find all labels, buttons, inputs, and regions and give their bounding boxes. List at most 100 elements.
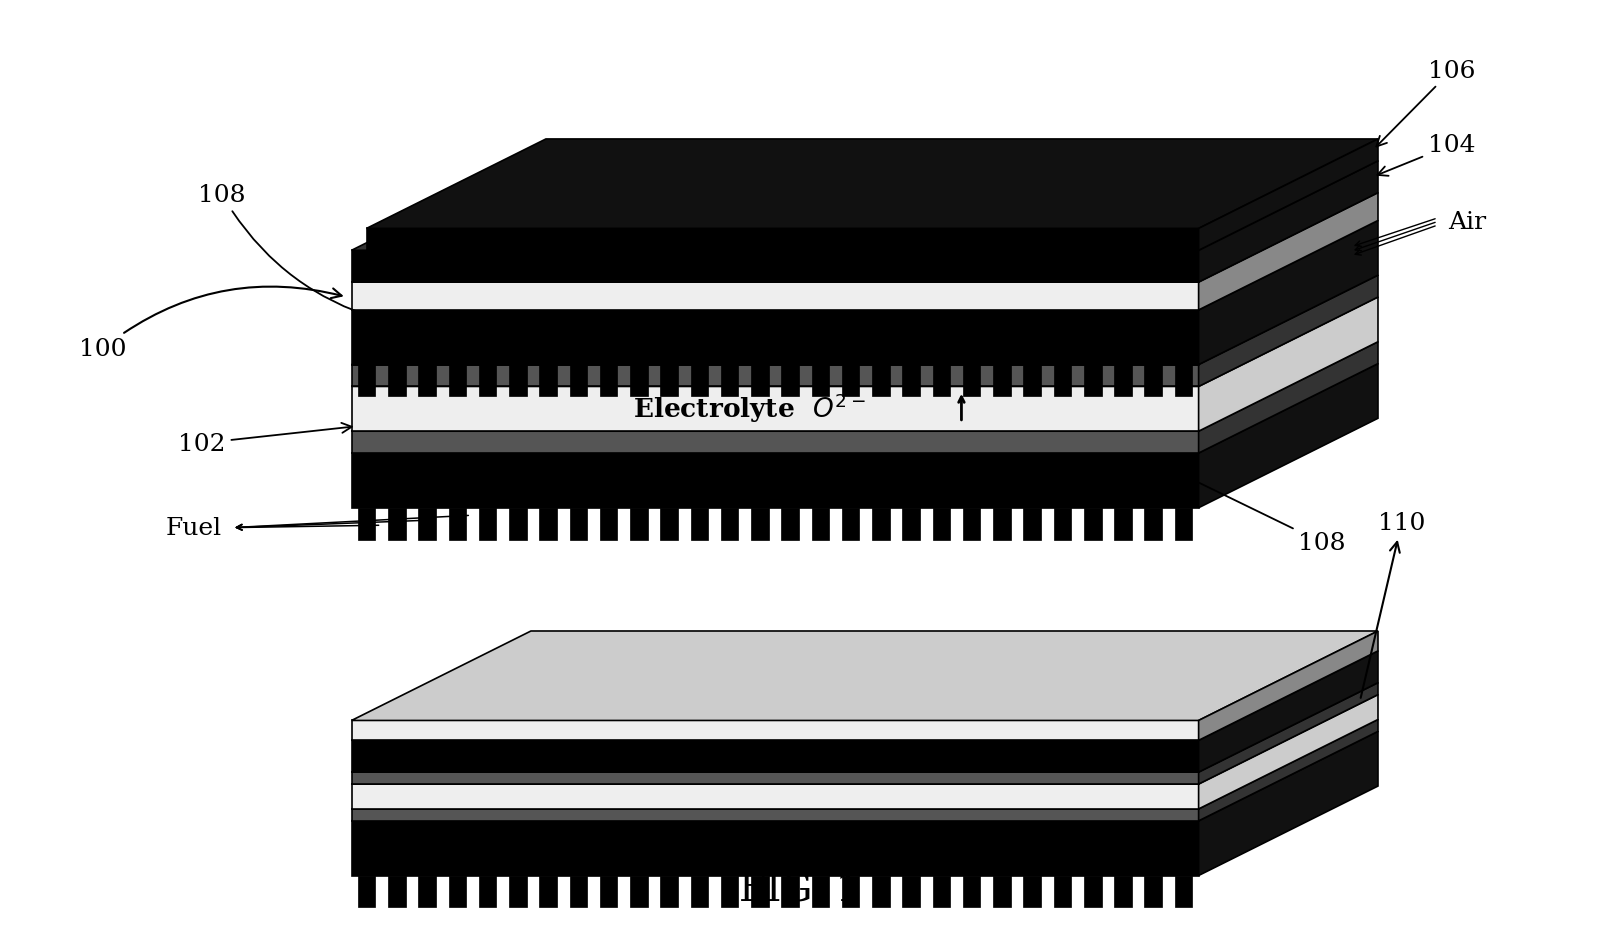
Polygon shape [448, 366, 466, 397]
Polygon shape [509, 876, 526, 908]
Polygon shape [1114, 509, 1131, 540]
Text: Air: Air [1448, 211, 1486, 234]
Polygon shape [600, 366, 618, 397]
Polygon shape [933, 509, 950, 540]
Polygon shape [358, 509, 376, 540]
Polygon shape [722, 366, 739, 397]
Polygon shape [352, 251, 1198, 283]
Polygon shape [811, 366, 829, 397]
Polygon shape [750, 509, 768, 540]
Polygon shape [539, 876, 557, 908]
Polygon shape [691, 509, 709, 540]
Polygon shape [1114, 366, 1131, 397]
Polygon shape [781, 509, 798, 540]
Polygon shape [933, 366, 950, 397]
Polygon shape [352, 721, 1198, 741]
Polygon shape [1114, 876, 1131, 908]
Polygon shape [352, 432, 1198, 454]
Polygon shape [781, 366, 798, 397]
Polygon shape [352, 366, 1198, 387]
Polygon shape [352, 311, 1198, 366]
Polygon shape [842, 876, 859, 908]
Text: 104: 104 [1378, 135, 1475, 176]
Polygon shape [963, 509, 981, 540]
Polygon shape [1198, 731, 1378, 876]
Polygon shape [1198, 161, 1378, 283]
Text: 102: 102 [178, 423, 352, 455]
Polygon shape [1024, 509, 1042, 540]
Polygon shape [1174, 876, 1192, 908]
Polygon shape [1054, 876, 1072, 908]
Polygon shape [448, 509, 466, 540]
Text: 110: 110 [1360, 511, 1426, 698]
Polygon shape [352, 387, 1198, 432]
Polygon shape [539, 509, 557, 540]
Polygon shape [872, 509, 890, 540]
Polygon shape [509, 509, 526, 540]
Polygon shape [750, 876, 768, 908]
Polygon shape [352, 161, 1378, 251]
Text: Electrolyte  $O^{2-}$: Electrolyte $O^{2-}$ [634, 391, 866, 424]
Polygon shape [842, 366, 859, 397]
Polygon shape [358, 876, 376, 908]
Polygon shape [1054, 509, 1072, 540]
Polygon shape [509, 366, 526, 397]
Polygon shape [352, 342, 1378, 432]
Polygon shape [902, 366, 920, 397]
Text: 108: 108 [198, 184, 378, 321]
Polygon shape [366, 229, 1198, 251]
Polygon shape [419, 509, 435, 540]
Polygon shape [352, 193, 1378, 283]
Polygon shape [1198, 298, 1378, 432]
Polygon shape [1083, 876, 1101, 908]
Polygon shape [1198, 683, 1378, 784]
Text: FIG. 1: FIG. 1 [739, 872, 861, 909]
Polygon shape [600, 509, 618, 540]
Polygon shape [1198, 342, 1378, 454]
Polygon shape [1174, 366, 1192, 397]
Polygon shape [1144, 876, 1162, 908]
Polygon shape [811, 509, 829, 540]
Polygon shape [352, 364, 1378, 454]
Polygon shape [600, 876, 618, 908]
Polygon shape [661, 876, 678, 908]
Text: 100: 100 [78, 288, 342, 361]
Polygon shape [419, 876, 435, 908]
Polygon shape [352, 741, 1198, 772]
Polygon shape [1198, 651, 1378, 772]
Polygon shape [1144, 509, 1162, 540]
Polygon shape [352, 720, 1378, 809]
Polygon shape [630, 366, 648, 397]
Polygon shape [811, 876, 829, 908]
Text: 106: 106 [1376, 59, 1475, 148]
Polygon shape [902, 509, 920, 540]
Polygon shape [352, 651, 1378, 741]
Polygon shape [933, 876, 950, 908]
Polygon shape [994, 366, 1011, 397]
Polygon shape [963, 366, 981, 397]
Polygon shape [448, 876, 466, 908]
Polygon shape [750, 366, 768, 397]
Polygon shape [1198, 193, 1378, 311]
Polygon shape [1024, 366, 1042, 397]
Polygon shape [1024, 876, 1042, 908]
Polygon shape [352, 298, 1378, 387]
Polygon shape [630, 876, 648, 908]
Polygon shape [994, 509, 1011, 540]
Polygon shape [1198, 720, 1378, 821]
Polygon shape [352, 821, 1198, 876]
Polygon shape [1198, 140, 1378, 251]
Polygon shape [872, 366, 890, 397]
Polygon shape [352, 683, 1378, 772]
Polygon shape [478, 876, 496, 908]
Polygon shape [722, 876, 739, 908]
Polygon shape [389, 876, 406, 908]
Polygon shape [1083, 509, 1101, 540]
Polygon shape [478, 509, 496, 540]
Polygon shape [902, 876, 920, 908]
Polygon shape [781, 876, 798, 908]
Polygon shape [570, 876, 587, 908]
Polygon shape [352, 695, 1378, 784]
Polygon shape [478, 366, 496, 397]
Polygon shape [366, 140, 1378, 229]
